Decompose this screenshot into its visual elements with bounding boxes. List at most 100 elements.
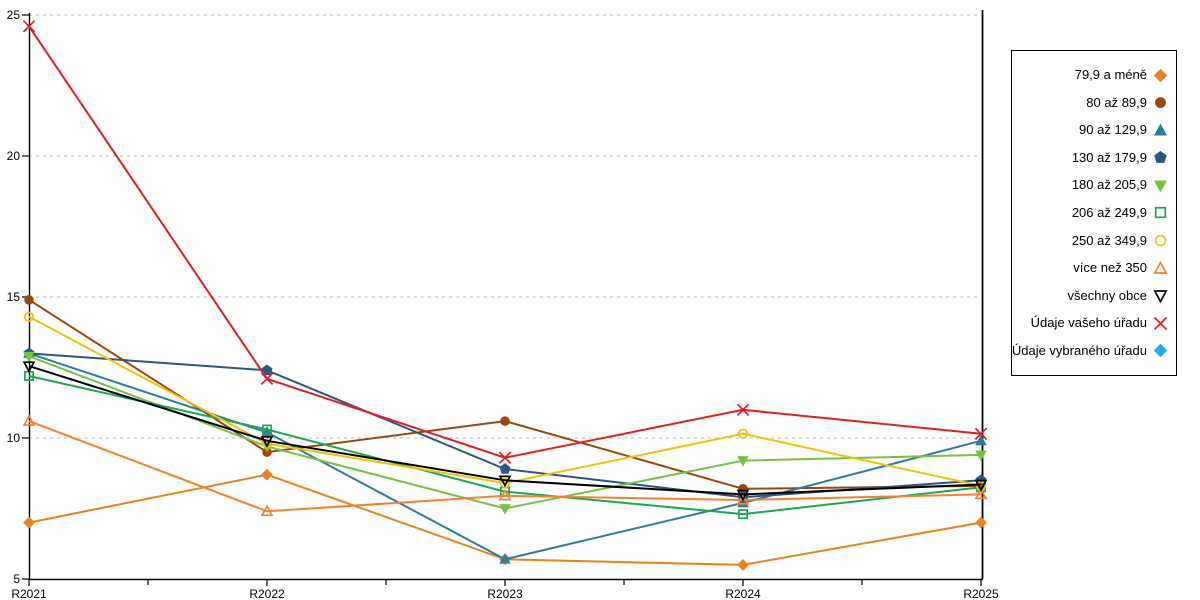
legend-item: všechny obce — [1016, 287, 1168, 304]
triangle-up-icon — [499, 553, 511, 564]
x-tick-label: R2025 — [963, 587, 999, 600]
y-tick-label: 20 — [7, 149, 21, 163]
series-250-a-349-9 — [23, 311, 987, 492]
series-v-ce-ne-350 — [22, 414, 988, 517]
triangle-down-icon — [23, 351, 35, 363]
triangle-up-icon — [22, 414, 36, 426]
legend-item: Údaje vašeho úřadu — [1016, 316, 1168, 331]
circle-icon — [1154, 234, 1167, 247]
legend-item-label: Údaje vašeho úřadu — [1030, 315, 1147, 331]
series-line — [28, 298, 982, 490]
legend-item: 250 až 349,9 — [1016, 233, 1168, 248]
diamond-icon — [737, 558, 749, 571]
square-icon — [1154, 207, 1167, 219]
triangle-down-icon — [737, 456, 749, 467]
x-tick-label: R2021 — [11, 587, 47, 600]
chart-legend: 79,9 a méně 80 až 89,9 90 až 129,9 130 až 1… — [1011, 50, 1177, 376]
circle-icon — [24, 295, 34, 305]
legend-item: Údaje vybraného úřadu — [1012, 343, 1168, 358]
legend-item: 80 až 89,9 — [1016, 95, 1168, 110]
series-line — [28, 315, 982, 487]
diamond-icon — [975, 516, 987, 529]
square-icon — [261, 424, 273, 435]
legend-item-label: Údaje vybraného úřadu — [1011, 342, 1147, 358]
x-icon — [260, 372, 274, 385]
series-line — [28, 352, 982, 561]
y-tick-label: 25 — [7, 8, 21, 22]
diamond-icon — [1153, 68, 1168, 82]
legend-item-label: 250 až 349,9 — [1071, 232, 1147, 248]
legend-item: 180 až 205,9 — [1016, 178, 1168, 193]
legend-item-label: všechny obce — [1067, 287, 1148, 303]
pentagon-icon — [1154, 151, 1167, 164]
triangle-up-icon — [498, 488, 512, 501]
circle-icon — [261, 438, 273, 449]
legend-item: více než 350 — [1016, 260, 1168, 276]
pentagon-icon — [1154, 151, 1167, 164]
triangle-down-icon — [499, 504, 511, 515]
triangle-up-icon — [1153, 123, 1168, 136]
x-icon — [736, 403, 750, 417]
x-tick-label: R2023 — [487, 587, 523, 600]
triangle-down-icon — [260, 436, 274, 448]
triangle-up-icon — [975, 434, 987, 446]
diamond-icon — [261, 468, 273, 481]
triangle-up-icon — [1153, 123, 1168, 136]
triangle-down-icon — [974, 479, 988, 492]
triangle-down-icon — [1153, 180, 1168, 193]
triangle-down-icon — [1153, 290, 1168, 304]
circle-icon — [500, 416, 510, 426]
diamond-icon — [23, 516, 35, 529]
x-tick-label: R2022 — [249, 587, 285, 600]
triangle-up-icon — [260, 504, 274, 517]
legend-item-label: 90 až 129,9 — [1079, 122, 1147, 138]
diamond-icon — [1153, 344, 1168, 358]
legend-item: 79,9 a méně — [1016, 68, 1168, 83]
legend-item: 90 až 129,9 — [1016, 123, 1168, 138]
legend-item-label: 206 až 249,9 — [1071, 204, 1147, 220]
y-tick-label: 5 — [13, 572, 20, 586]
legend-item-label: 180 až 205,9 — [1071, 177, 1147, 193]
diamond-icon — [1153, 68, 1168, 82]
x-tick-label: R2024 — [725, 587, 761, 600]
series--daje-va-eho-adu — [22, 20, 988, 464]
legend-item-label: 80 až 89,9 — [1086, 94, 1147, 110]
circle-icon — [23, 311, 35, 322]
y-tick-label: 15 — [7, 290, 21, 304]
circle-icon — [737, 428, 749, 439]
x-icon — [498, 451, 512, 464]
x-icon — [974, 427, 988, 440]
legend-item-label: 79,9 a méně — [1074, 67, 1147, 83]
pentagon-icon — [261, 364, 273, 376]
y-tick-label: 10 — [7, 431, 21, 445]
triangle-up-icon — [974, 487, 988, 500]
triangle-up-icon — [1153, 260, 1168, 274]
legend-item: 206 až 249,9 — [1016, 205, 1168, 220]
legend-item: 130 až 179,9 — [1016, 150, 1168, 165]
pentagon-icon — [499, 463, 511, 474]
square-icon — [1154, 207, 1167, 219]
triangle-up-icon — [1153, 260, 1168, 274]
x-icon — [22, 20, 36, 33]
legend-item-label: více než 350 — [1073, 260, 1147, 276]
circle-icon — [499, 478, 511, 489]
legend-item-label: 130 až 179,9 — [1071, 149, 1147, 165]
triangle-down-icon — [1153, 180, 1168, 193]
triangle-down-icon — [22, 361, 36, 374]
circle-icon — [1155, 97, 1166, 109]
series-line — [28, 420, 982, 513]
square-icon — [737, 509, 749, 520]
series-v-echny-obce — [22, 361, 988, 502]
triangle-down-icon — [1153, 290, 1168, 304]
triangle-up-icon — [736, 493, 750, 505]
series-line — [28, 365, 982, 496]
x-icon — [1153, 316, 1168, 330]
triangle-down-icon — [736, 489, 750, 502]
triangle-down-icon — [975, 450, 987, 462]
x-icon — [1153, 316, 1168, 330]
circle-icon — [1154, 234, 1167, 247]
diamond-icon — [1153, 344, 1168, 358]
